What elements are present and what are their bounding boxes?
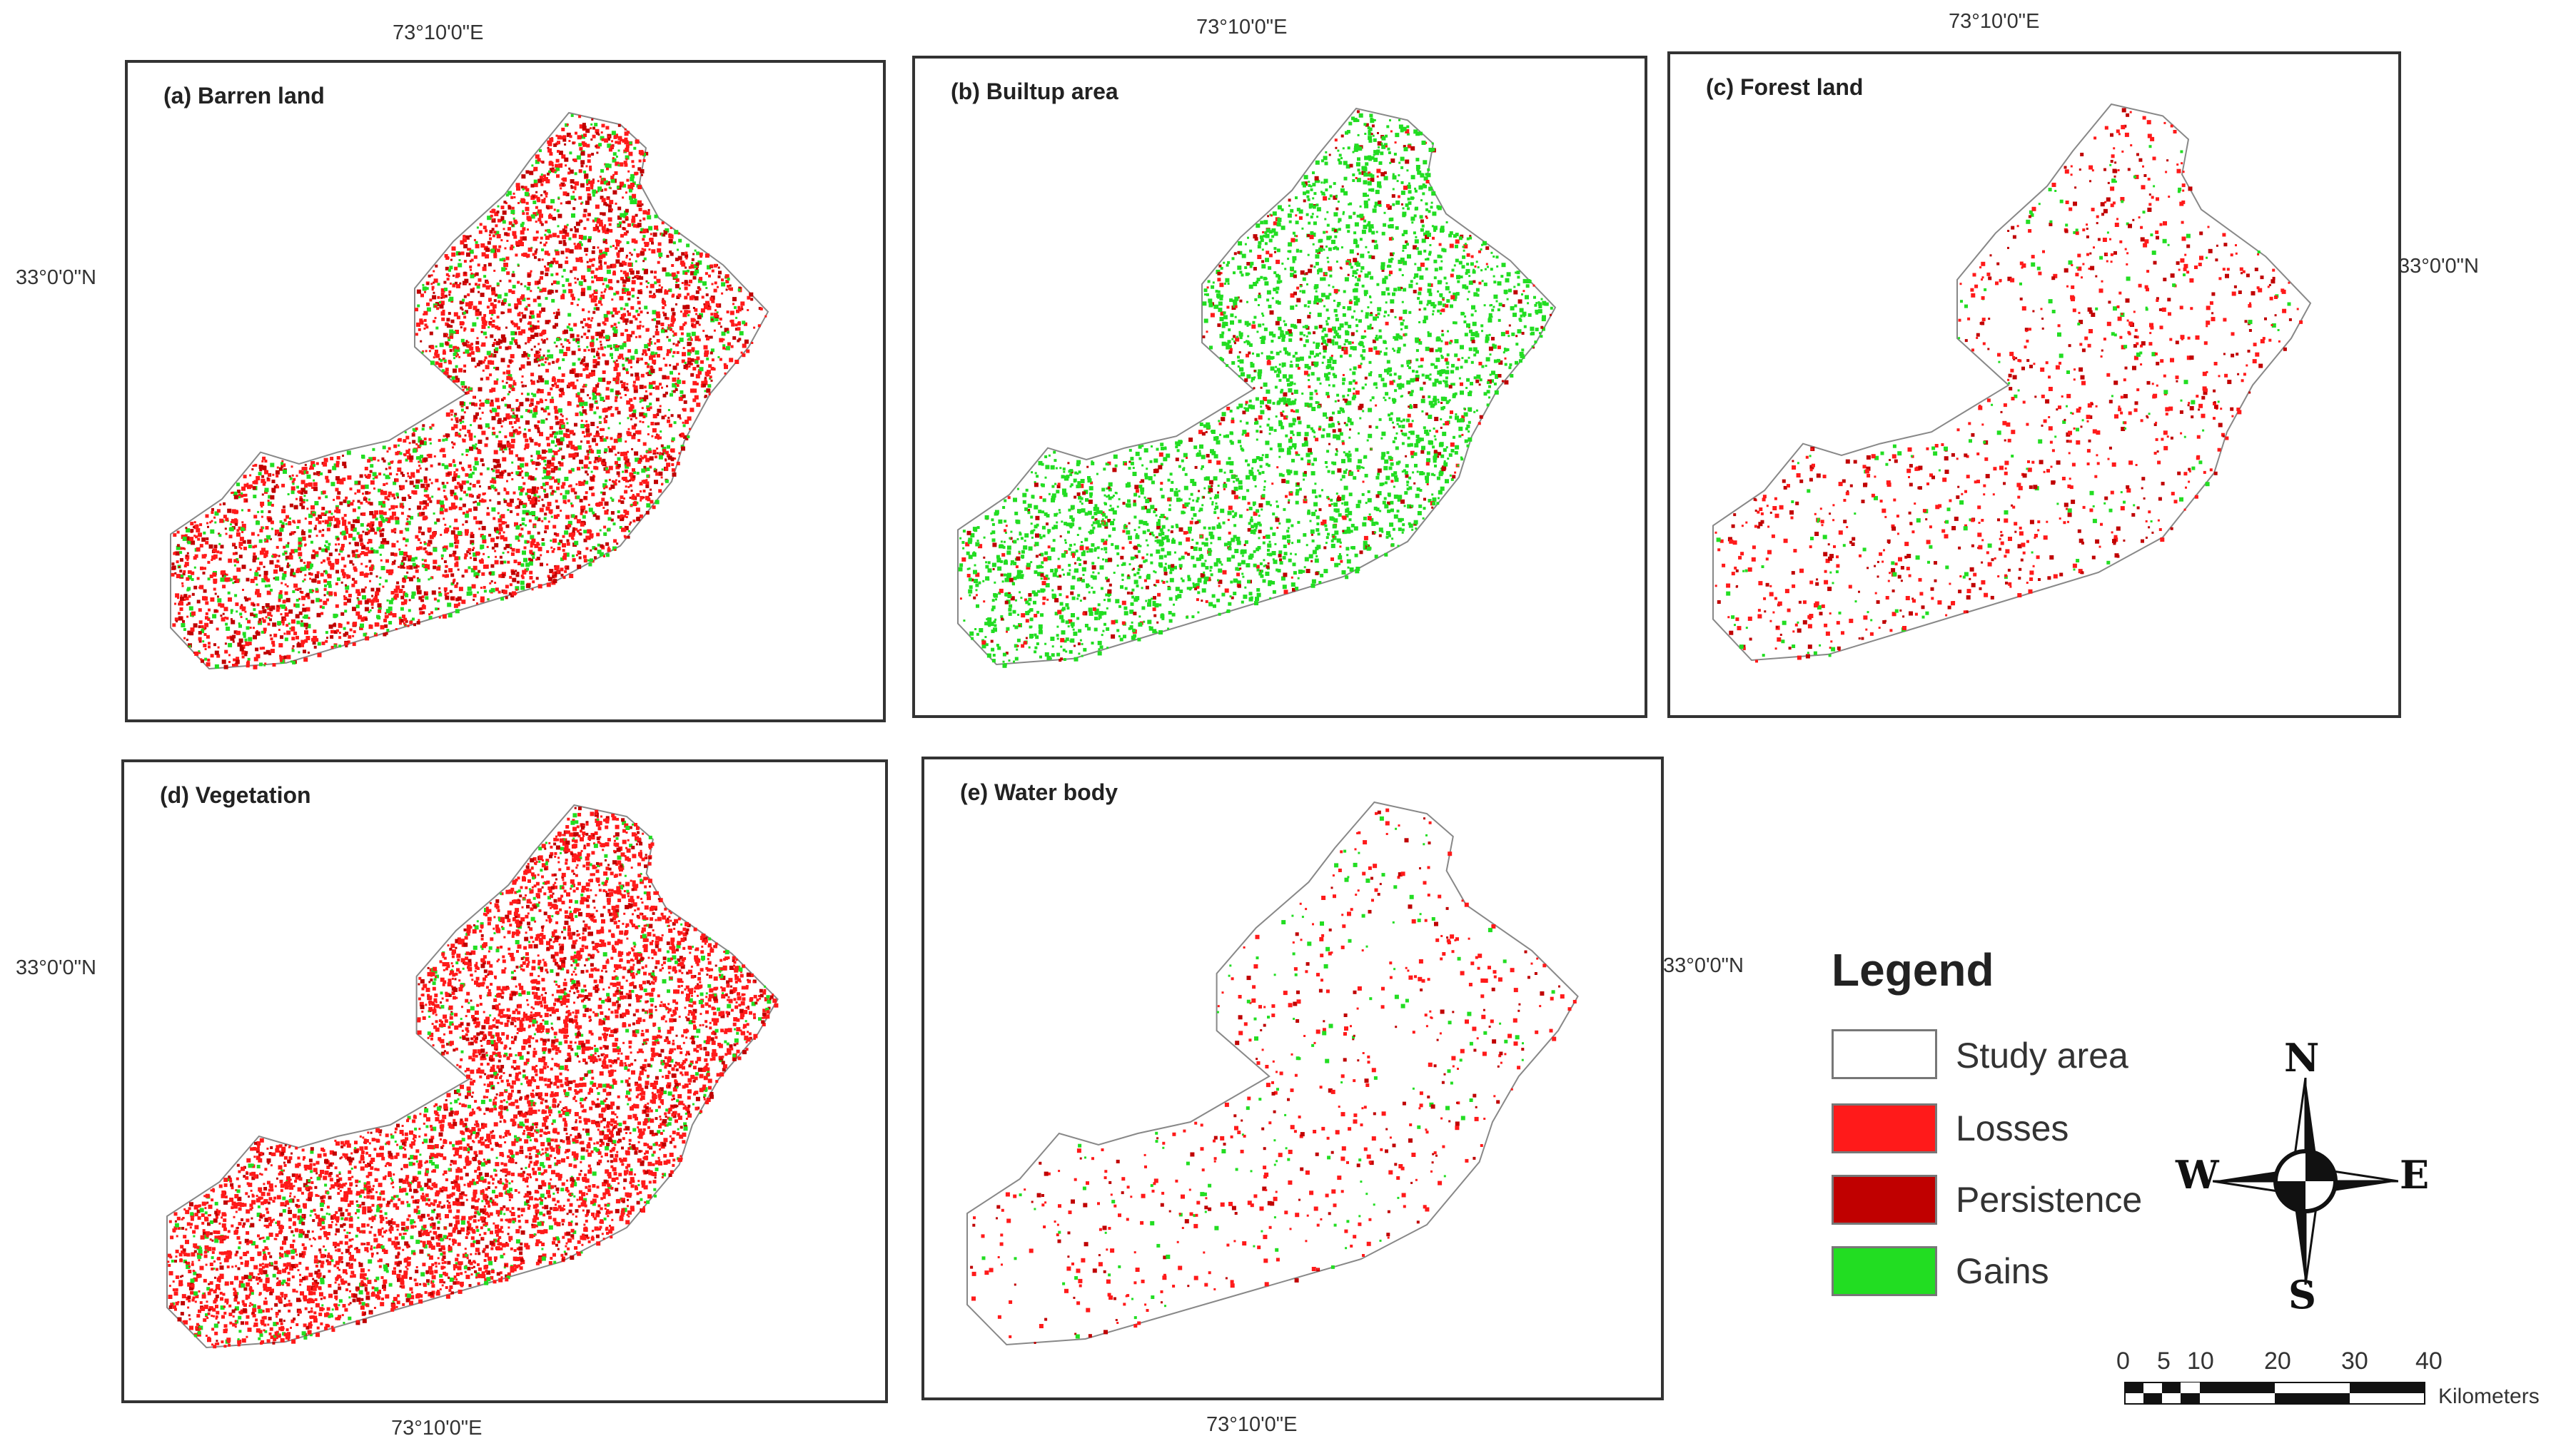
panel-water-body: (e) Water body <box>921 757 1664 1400</box>
change-pixels <box>1714 108 2303 663</box>
lon-label-top-a: 73°10'0"E <box>393 21 484 44</box>
compass-east-letter: E <box>2400 1152 2430 1198</box>
lon-label-bottom-e: 73°10'0"E <box>1206 1413 1298 1436</box>
lon-label-top-c: 73°10'0"E <box>1949 10 2040 33</box>
legend-swatch-gains <box>1832 1246 1937 1296</box>
change-map-forest-land <box>1712 103 2312 663</box>
legend-label-losses: Losses <box>1956 1108 2069 1148</box>
change-map-vegetation <box>166 804 779 1349</box>
scale-tick-5: 5 <box>2157 1348 2171 1375</box>
lat-label-left-a: 33°0'0"N <box>16 266 96 289</box>
legend-label-gains: Gains <box>1956 1251 2049 1291</box>
study-area-outline <box>957 107 1557 666</box>
legend-title: Legend <box>1832 944 1994 996</box>
study-area-outline <box>966 801 1579 1346</box>
panel-vegetation: (d) Vegetation <box>121 759 888 1403</box>
panel-title: (b) Builtup area <box>951 79 1118 104</box>
change-pixels <box>958 110 1553 668</box>
panel-barren-land: (a) Barren land <box>125 60 886 722</box>
lat-label-right-c: 33°0'0"N <box>2398 255 2479 278</box>
lat-label-left-d: 33°0'0"N <box>16 956 96 979</box>
change-pixels <box>167 807 779 1349</box>
lon-label-bottom-d: 73°10'0"E <box>391 1417 483 1440</box>
change-map-builtup-area <box>957 107 1557 668</box>
legend-swatch-losses <box>1832 1103 1937 1153</box>
legend-swatch-persistence <box>1832 1175 1937 1225</box>
change-pixels <box>970 808 1577 1344</box>
compass-north-letter: N <box>2284 1035 2320 1081</box>
scale-tick-20: 20 <box>2264 1348 2291 1375</box>
panel-builtup-area: (b) Builtup area <box>912 56 1647 718</box>
study-area-outline <box>1712 103 2312 662</box>
panel-title: (d) Vegetation <box>160 782 311 808</box>
scale-tick-0: 0 <box>2116 1348 2130 1375</box>
panel-title: (a) Barren land <box>163 83 325 108</box>
scale-tick-30: 30 <box>2341 1348 2368 1375</box>
lon-label-top-b: 73°10'0"E <box>1196 16 1288 39</box>
change-pixels <box>171 113 767 669</box>
change-map-barren-land <box>170 111 769 670</box>
change-map-water-body <box>966 801 1579 1346</box>
compass-rose-icon <box>2213 1078 2398 1285</box>
legend-label-study-area: Study area <box>1956 1036 2128 1076</box>
study-area-outline <box>166 804 779 1349</box>
scale-tick-40: 40 <box>2415 1348 2443 1375</box>
legend-swatch-study-area <box>1832 1029 1937 1079</box>
panel-title: (c) Forest land <box>1706 74 1864 100</box>
panel-forest-land: (c) Forest land <box>1667 51 2401 718</box>
compass-south-letter: S <box>2288 1272 2316 1318</box>
scale-bar <box>2124 1382 2425 1405</box>
scale-unit-label: Kilometers <box>2438 1385 2540 1408</box>
legend-label-persistence: Persistence <box>1956 1180 2143 1220</box>
panel-title: (e) Water body <box>960 779 1118 805</box>
compass-west-letter: W <box>2176 1152 2219 1198</box>
scale-tick-10: 10 <box>2187 1348 2214 1375</box>
lat-label-right-e: 33°0'0"N <box>1663 954 1744 977</box>
